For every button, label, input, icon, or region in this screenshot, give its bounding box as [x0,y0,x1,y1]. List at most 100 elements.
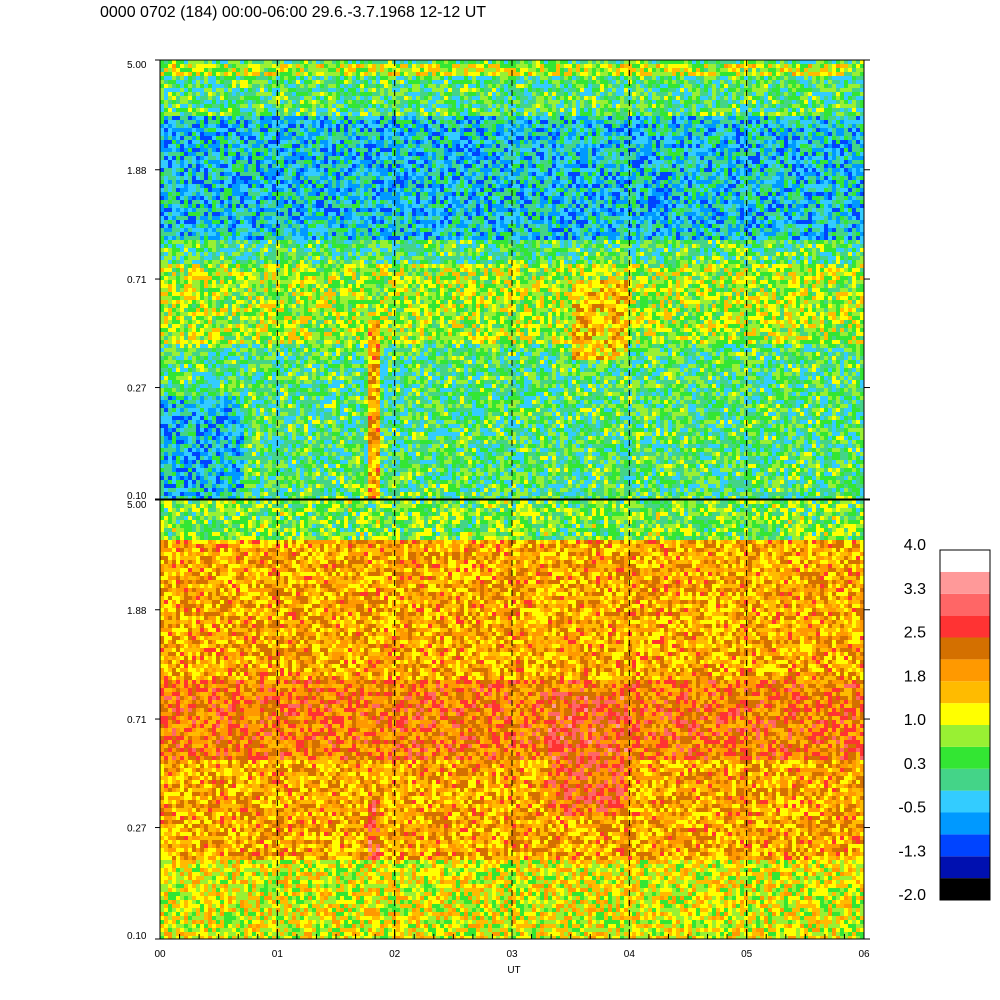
heatmap-cell [860,60,864,64]
heatmap-cell [256,92,260,96]
heatmap-cell [776,156,780,160]
heatmap-cell [180,144,184,148]
heatmap-cell [308,72,312,76]
heatmap-cell [520,152,524,156]
heatmap-cell [848,64,852,68]
heatmap-cell [456,156,460,160]
heatmap-cell [652,124,656,128]
heatmap-cell [784,116,788,120]
heatmap-cell [164,112,168,116]
heatmap-cell [624,64,628,68]
heatmap-cell [484,156,488,160]
heatmap-cell [232,100,236,104]
heatmap-cell [536,144,540,148]
heatmap-cell [524,136,528,140]
heatmap-cell [664,120,668,124]
heatmap-cell [572,84,576,88]
heatmap-cell [816,164,820,168]
heatmap-cell [520,88,524,92]
heatmap-cell [532,148,536,152]
heatmap-cell [276,84,280,88]
heatmap-cell [840,108,844,112]
heatmap-cell [280,148,284,152]
heatmap-cell [640,136,644,140]
heatmap-cell [452,120,456,124]
heatmap-cell [732,140,736,144]
heatmap-cell [796,164,800,168]
heatmap-cell [468,136,472,140]
heatmap-cell [160,124,164,128]
heatmap-cell [744,96,748,100]
heatmap-cell [340,140,344,144]
heatmap-cell [824,68,828,72]
heatmap-cell [408,100,412,104]
heatmap-cell [572,60,576,64]
heatmap-cell [708,144,712,148]
heatmap-cell [520,72,524,76]
heatmap-cell [412,168,416,172]
heatmap-cell [204,60,208,64]
heatmap-cell [824,128,828,132]
heatmap-cell [360,92,364,96]
heatmap-cell [484,104,488,108]
heatmap-cell [288,124,292,128]
heatmap-cell [612,84,616,88]
heatmap-cell [176,144,180,148]
heatmap-cell [812,108,816,112]
heatmap-cell [716,132,720,136]
heatmap-cell [576,144,580,148]
heatmap-cell [800,80,804,84]
heatmap-cell [696,64,700,68]
heatmap-cell [336,68,340,72]
heatmap-cell [788,132,792,136]
heatmap-cell [740,84,744,88]
heatmap-cell [612,76,616,80]
heatmap-cell [508,124,512,128]
heatmap-cell [216,80,220,84]
heatmap-cell [348,156,352,160]
heatmap-cell [280,164,284,168]
heatmap-cell [544,100,548,104]
heatmap-cell [552,92,556,96]
heatmap-cell [180,140,184,144]
heatmap-cell [504,64,508,68]
heatmap-cell [284,128,288,132]
heatmap-cell [852,68,856,72]
heatmap-cell [216,116,220,120]
heatmap-cell [792,168,796,172]
heatmap-cell [180,164,184,168]
heatmap-cell [752,88,756,92]
heatmap-cell [816,168,820,172]
heatmap-cell [428,76,432,80]
heatmap-cell [724,124,728,128]
heatmap-cell [652,140,656,144]
heatmap-cell [260,172,264,176]
heatmap-cell [636,148,640,152]
heatmap-cell [452,140,456,144]
heatmap-cell [588,100,592,104]
heatmap-cell [368,100,372,104]
heatmap-cell [724,160,728,164]
heatmap-cell [524,76,528,80]
heatmap-cell [552,64,556,68]
heatmap-cell [452,128,456,132]
heatmap-cell [276,156,280,160]
heatmap-cell [664,108,668,112]
heatmap-cell [392,112,396,116]
heatmap-cell [248,148,252,152]
heatmap-cell [440,164,444,168]
heatmap-cell [208,132,212,136]
heatmap-cell [492,60,496,64]
heatmap-cell [840,116,844,120]
heatmap-cell [776,116,780,120]
heatmap-cell [404,124,408,128]
heatmap-cell [740,100,744,104]
heatmap-cell [476,120,480,124]
heatmap-cell [204,156,208,160]
heatmap-cell [792,136,796,140]
heatmap-cell [164,148,168,152]
heatmap-cell [800,136,804,140]
heatmap-cell [384,124,388,128]
heatmap-cell [176,116,180,120]
heatmap-cell [692,92,696,96]
